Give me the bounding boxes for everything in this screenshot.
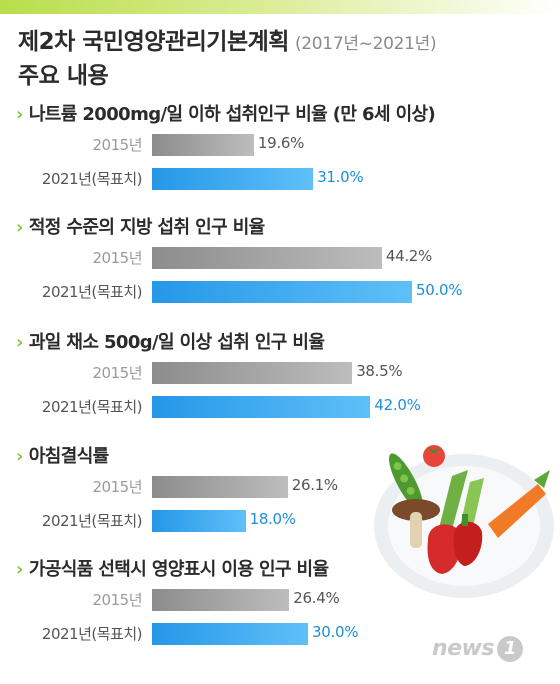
- chart-group: › 과일 채소 500g/일 이상 섭취 인구 비율 2015년 38.5% 2021년…: [0, 328, 560, 438]
- value-label-2021-target: 42.0%: [374, 396, 421, 414]
- bar-2015: [152, 362, 353, 384]
- bar-2015: [152, 589, 290, 611]
- group-title: › 과일 채소 500g/일 이상 섭취 인구 비율: [16, 328, 325, 354]
- label-2021-target: 2021년(목표치): [41, 512, 143, 530]
- value-label-2015: 44.2%: [385, 247, 432, 265]
- label-2015: 2015년: [92, 591, 143, 609]
- value-label-2021-target: 31.0%: [317, 168, 364, 186]
- bar-2015: [152, 134, 254, 156]
- group-title-text: 가공식품 선택시 영양표시 이용 인구 비율: [28, 559, 329, 580]
- label-2021-target: 2021년(목표치): [41, 170, 143, 188]
- bar-2015: [152, 476, 288, 498]
- news1-logo: news 1: [432, 636, 524, 662]
- value-label-2015: 26.1%: [291, 476, 338, 494]
- bar-2021-target: [152, 510, 246, 532]
- label-2015: 2015년: [92, 249, 143, 267]
- value-label-2021-target: 18.0%: [249, 510, 296, 528]
- bar-2021-target: [152, 623, 308, 645]
- chart-group: › 적정 수준의 지방 섭취 인구 비율 2015년 44.2% 2021년(목표치) 5…: [0, 213, 560, 323]
- chevron-right-icon: ›: [16, 332, 23, 353]
- group-title-text: 적정 수준의 지방 섭취 인구 비율: [28, 217, 265, 238]
- chevron-right-icon: ›: [16, 559, 23, 580]
- vegetable-plate-illustration: [374, 445, 554, 598]
- chart-group: › 가공식품 선택시 영양표시 이용 인구 비율 2015년 26.4% 2021년(목…: [0, 555, 560, 665]
- bar-2021-target: [152, 168, 314, 190]
- logo-text: news: [432, 636, 495, 661]
- chevron-right-icon: ›: [16, 217, 23, 238]
- chevron-right-icon: ›: [16, 104, 23, 125]
- value-label-2015: 19.6%: [257, 134, 305, 152]
- label-2021-target: 2021년(목표치): [41, 283, 143, 301]
- label-2021-target: 2021년(목표치): [41, 398, 143, 416]
- chevron-right-icon: ›: [16, 446, 23, 467]
- label-2021-target: 2021년(목표치): [41, 625, 143, 643]
- plan-period: (2017년~2021년): [294, 34, 437, 54]
- logo-mark: 1: [497, 636, 524, 662]
- group-title-text: 아침결식률: [28, 446, 109, 467]
- title-line: 제2차 국민영양관리기본계획 (2017년~2021년): [18, 22, 437, 56]
- value-label-2015: 38.5%: [356, 362, 403, 380]
- bar-2015: [152, 247, 382, 269]
- group-title-text: 나트륨 2000mg/일 이하 섭취인구 비율 (만 6세 이상): [28, 104, 436, 125]
- label-2015: 2015년: [92, 364, 143, 382]
- header-accent-band: [0, 0, 560, 14]
- bar-2021-target: [152, 281, 412, 303]
- group-title: › 나트륨 2000mg/일 이하 섭취인구 비율 (만 6세 이상): [16, 100, 436, 126]
- chart-group: › 아침결식률 2015년 26.1% 2021년(목표치) 18.0%: [0, 442, 560, 552]
- value-label-2021-target: 50.0%: [416, 281, 463, 299]
- bar-2021-target: [152, 396, 371, 418]
- chart-group: › 나트륨 2000mg/일 이하 섭취인구 비율 (만 6세 이상) 2015년 1…: [0, 100, 560, 210]
- group-title: › 적정 수준의 지방 섭취 인구 비율: [16, 213, 265, 239]
- value-label-2015: 26.4%: [293, 589, 340, 607]
- group-title-text: 과일 채소 500g/일 이상 섭취 인구 비율: [28, 332, 325, 353]
- group-title: › 아침결식률: [16, 442, 109, 468]
- value-label-2021-target: 30.0%: [312, 623, 359, 641]
- page-title: 제2차 국민영양관리기본계획: [18, 29, 289, 55]
- page-subtitle: 주요 내용: [18, 63, 109, 89]
- group-title: › 가공식품 선택시 영양표시 이용 인구 비율: [16, 555, 329, 581]
- label-2015: 2015년: [92, 136, 143, 154]
- label-2015: 2015년: [92, 478, 143, 496]
